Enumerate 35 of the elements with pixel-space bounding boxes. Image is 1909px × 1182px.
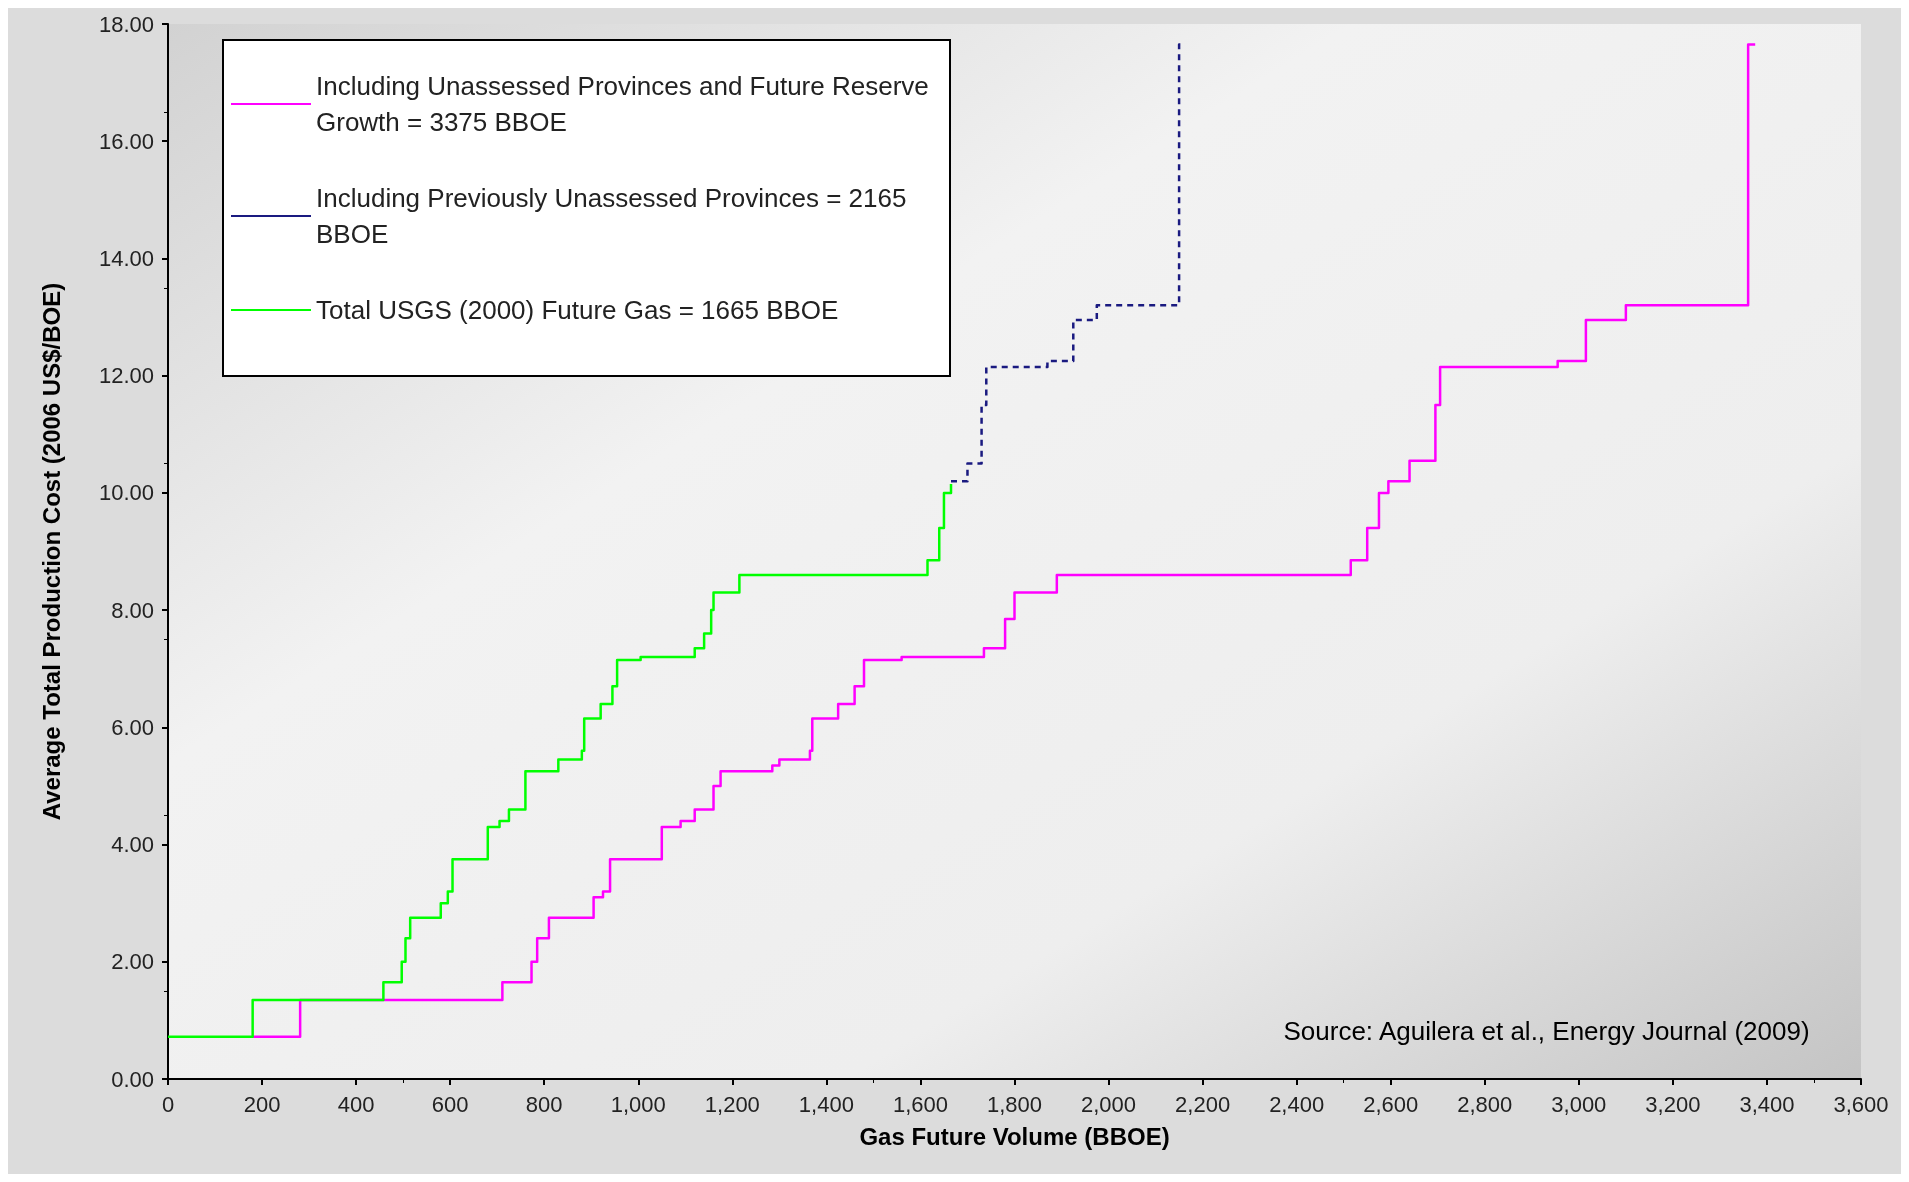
x-tick-label: 800	[525, 1091, 563, 1117]
legend-label: Including Previously Unassessed Provinces = 2165 BBOE	[316, 183, 914, 249]
x-tick-label: 0	[161, 1091, 175, 1117]
y-tick-label: 18.00	[98, 11, 154, 37]
y-tick-label: 8.00	[111, 597, 154, 623]
x-tick-label: 2,800	[1457, 1091, 1513, 1117]
x-tick-label: 200	[243, 1091, 281, 1117]
x-tick-label: 2,200	[1175, 1091, 1231, 1117]
x-tick-label: 1,600	[892, 1091, 948, 1117]
x-tick-label: 3,000	[1551, 1091, 1607, 1117]
y-tick-label: 6.00	[111, 714, 154, 740]
x-tick-label: 1,800	[986, 1091, 1043, 1117]
x-tick-label: 3,200	[1645, 1091, 1701, 1117]
x-tick-label: 2,600	[1363, 1091, 1419, 1117]
y-axis-title: Average Total Production Cost (2006 US$/BOE)	[37, 282, 65, 821]
x-tick-label: 2,000	[1081, 1091, 1137, 1117]
x-axis-title: Gas Future Volume (BBOE)	[859, 1122, 1170, 1150]
y-tick-label: 2.00	[111, 949, 154, 975]
x-tick-label: 2,400	[1269, 1091, 1325, 1117]
y-tick-label: 4.00	[111, 832, 154, 858]
annotation: Source: Aguilera et al., Energy Journal (2009)	[1283, 1016, 1810, 1046]
y-tick-label: 16.00	[98, 128, 154, 154]
x-tick-label: 400	[337, 1091, 375, 1117]
legend-label: Total USGS (2000) Future Gas = 1665 BBOE	[316, 295, 839, 325]
x-tick-label: 600	[431, 1091, 469, 1117]
x-tick-label: 1,400	[798, 1091, 854, 1117]
legend-label: Including Unassessed Provinces and Future Reserve Growth = 3375 BBOE	[316, 71, 936, 137]
y-tick-label: 0.00	[111, 1066, 154, 1092]
y-tick-label: 10.00	[98, 480, 154, 506]
x-tick-label: 1,200	[704, 1091, 760, 1117]
x-tick-label: 3,600	[1833, 1091, 1889, 1117]
y-tick-label: 14.00	[98, 245, 154, 271]
y-tick-label: 12.00	[98, 363, 154, 389]
x-tick-label: 1,000	[610, 1091, 666, 1117]
x-tick-label: 3,400	[1739, 1091, 1795, 1117]
